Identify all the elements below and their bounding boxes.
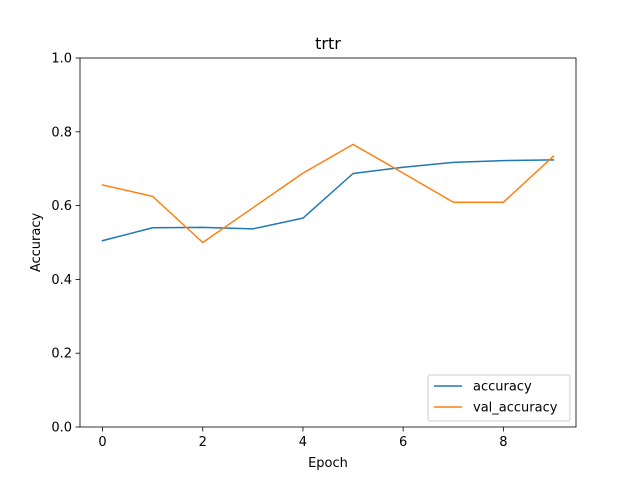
x-axis-label: Epoch bbox=[308, 456, 348, 471]
plot-frame bbox=[79, 57, 577, 428]
y-axis-label: Accuracy bbox=[29, 213, 44, 273]
y-tick-label: 0.8 bbox=[51, 125, 72, 140]
x-tick-label: 4 bbox=[299, 435, 307, 450]
series-line-val-accuracy bbox=[101, 143, 555, 244]
x-tick-label: 8 bbox=[499, 435, 507, 450]
chart-title: trtr bbox=[315, 34, 341, 53]
legend: accuracy val_accuracy bbox=[427, 374, 571, 422]
legend-label-accuracy: accuracy bbox=[473, 380, 532, 395]
x-tick-label: 2 bbox=[199, 435, 207, 450]
legend-label-val-accuracy: val_accuracy bbox=[473, 401, 558, 416]
series-line-accuracy bbox=[101, 159, 555, 242]
legend-box bbox=[427, 374, 571, 422]
y-tick-label: 0.2 bbox=[51, 347, 72, 362]
y-tick-label: 0.0 bbox=[51, 421, 72, 436]
x-tick-label: 0 bbox=[98, 435, 106, 450]
y-axis: 0.0 0.2 0.4 0.6 0.8 1.0 bbox=[51, 52, 80, 436]
plot-area bbox=[80, 58, 576, 427]
y-tick-label: 1.0 bbox=[51, 52, 72, 67]
y-tick-label: 0.4 bbox=[51, 273, 72, 288]
x-tick-label: 6 bbox=[399, 435, 407, 450]
y-tick-label: 0.6 bbox=[51, 199, 72, 214]
series-group bbox=[101, 143, 555, 244]
x-axis: 0 2 4 6 8 bbox=[98, 427, 507, 450]
